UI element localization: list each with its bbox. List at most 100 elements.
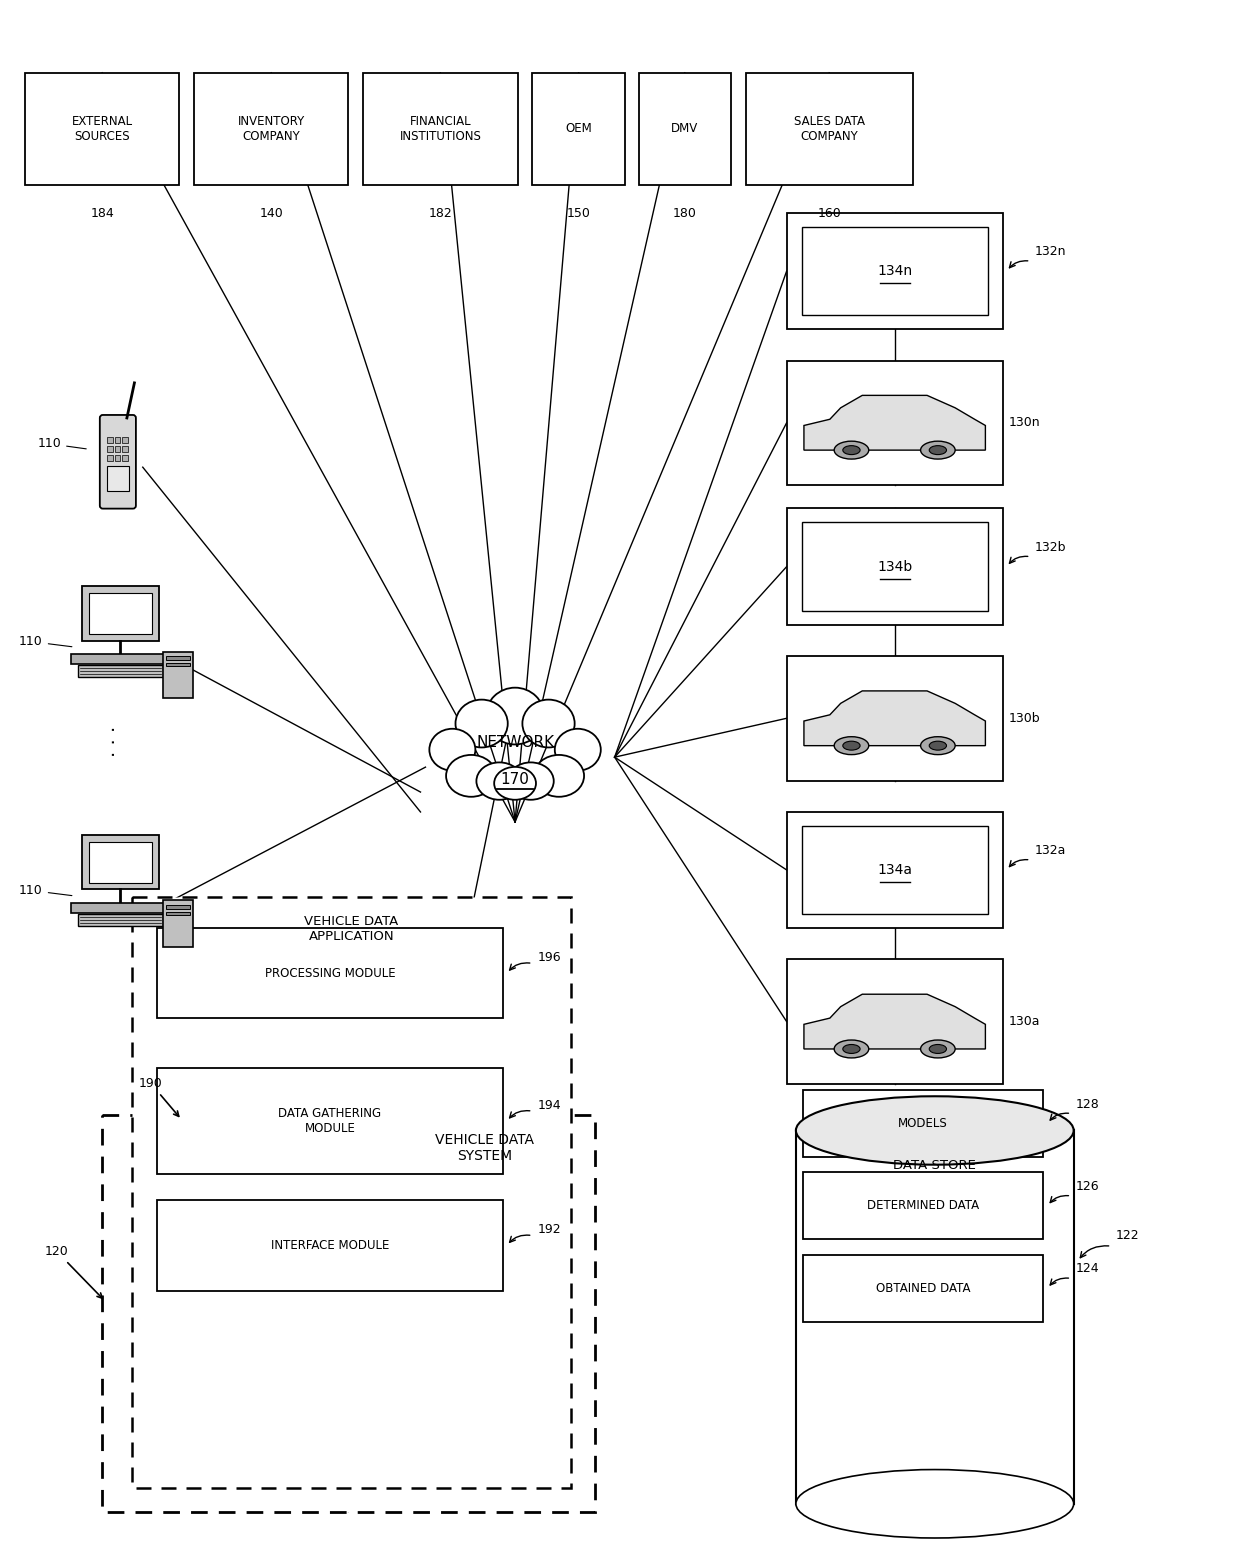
Text: OBTAINED DATA: OBTAINED DATA	[875, 1282, 971, 1296]
Ellipse shape	[476, 762, 522, 799]
Bar	[796, 1130, 1074, 1503]
Text: · · ·: · · ·	[105, 726, 125, 757]
Bar	[802, 1090, 1043, 1157]
Bar	[639, 73, 732, 184]
Bar	[82, 835, 159, 890]
Bar	[802, 826, 987, 915]
Bar	[166, 912, 190, 915]
Bar	[786, 960, 1003, 1083]
Bar	[166, 656, 190, 660]
Bar	[802, 1255, 1043, 1322]
Ellipse shape	[554, 729, 601, 771]
Ellipse shape	[920, 442, 955, 459]
Bar	[746, 73, 913, 184]
Bar	[123, 446, 128, 453]
Text: DMV: DMV	[671, 122, 698, 136]
Text: 120: 120	[45, 1246, 102, 1299]
Ellipse shape	[843, 1044, 861, 1054]
Bar	[115, 454, 120, 460]
Text: 132n: 132n	[1034, 245, 1066, 258]
Text: 180: 180	[673, 206, 697, 220]
Ellipse shape	[929, 1044, 946, 1054]
Text: NETWORK: NETWORK	[476, 735, 554, 749]
Text: 140: 140	[259, 206, 283, 220]
Ellipse shape	[835, 737, 869, 754]
Ellipse shape	[929, 741, 946, 751]
Bar	[786, 509, 1003, 624]
Ellipse shape	[929, 445, 946, 454]
Ellipse shape	[534, 756, 584, 796]
Bar	[115, 437, 120, 443]
Bar	[133, 898, 570, 1488]
Text: 134b: 134b	[877, 560, 913, 573]
Ellipse shape	[455, 699, 507, 748]
Bar	[115, 446, 120, 453]
Ellipse shape	[495, 766, 536, 799]
Bar	[786, 212, 1003, 329]
Text: 110: 110	[37, 437, 87, 450]
Bar	[802, 226, 987, 315]
Text: 194: 194	[538, 1099, 562, 1111]
Bar	[25, 73, 180, 184]
Bar	[82, 585, 159, 640]
Ellipse shape	[796, 1096, 1074, 1165]
Text: 130a: 130a	[1008, 1015, 1040, 1029]
Text: 110: 110	[19, 635, 72, 648]
Bar	[102, 1115, 595, 1511]
Text: 134a: 134a	[877, 863, 913, 877]
Text: DETERMINED DATA: DETERMINED DATA	[867, 1199, 980, 1213]
Text: OEM: OEM	[565, 122, 591, 136]
Bar	[157, 1200, 502, 1291]
Text: 124: 124	[1075, 1263, 1099, 1275]
Bar	[108, 454, 113, 460]
Bar	[71, 904, 170, 913]
Ellipse shape	[920, 737, 955, 754]
Bar	[157, 929, 502, 1018]
Text: 182: 182	[429, 206, 453, 220]
Text: FINANCIAL
INSTITUTIONS: FINANCIAL INSTITUTIONS	[399, 116, 481, 142]
Ellipse shape	[835, 442, 869, 459]
Bar	[123, 454, 128, 460]
Bar	[802, 1172, 1043, 1239]
Text: 190: 190	[139, 1077, 179, 1116]
Polygon shape	[804, 994, 986, 1049]
Bar	[71, 654, 170, 663]
Bar	[166, 905, 190, 909]
Text: MODELS: MODELS	[898, 1118, 947, 1130]
Polygon shape	[804, 692, 986, 746]
Bar	[802, 523, 987, 610]
Ellipse shape	[507, 762, 554, 799]
Text: 160: 160	[817, 206, 841, 220]
Text: 132a: 132a	[1034, 845, 1066, 857]
Text: SALES DATA
COMPANY: SALES DATA COMPANY	[794, 116, 864, 142]
Text: 130n: 130n	[1008, 417, 1040, 429]
Text: 134n: 134n	[877, 264, 913, 278]
Text: 170: 170	[501, 771, 529, 787]
FancyBboxPatch shape	[99, 415, 136, 509]
Text: 130b: 130b	[1008, 712, 1040, 724]
Text: PROCESSING MODULE: PROCESSING MODULE	[264, 966, 396, 980]
Bar	[786, 361, 1003, 485]
Bar	[363, 73, 517, 184]
Text: 184: 184	[91, 206, 114, 220]
Bar	[107, 467, 129, 490]
Polygon shape	[804, 395, 986, 450]
Bar	[166, 663, 190, 667]
Text: 128: 128	[1075, 1097, 1099, 1110]
Text: 122: 122	[1116, 1229, 1140, 1243]
Ellipse shape	[486, 688, 544, 745]
Bar	[89, 841, 151, 882]
Ellipse shape	[446, 756, 496, 796]
Bar	[78, 915, 162, 926]
Bar	[162, 901, 193, 948]
Text: INTERFACE MODULE: INTERFACE MODULE	[270, 1239, 389, 1252]
Bar	[162, 651, 193, 698]
Text: 196: 196	[538, 951, 562, 965]
Ellipse shape	[429, 729, 475, 771]
Text: DATA GATHERING
MODULE: DATA GATHERING MODULE	[278, 1107, 382, 1135]
Text: EXTERNAL
SOURCES: EXTERNAL SOURCES	[72, 116, 133, 142]
Text: VEHICLE DATA
APPLICATION: VEHICLE DATA APPLICATION	[304, 915, 398, 943]
Ellipse shape	[843, 445, 861, 454]
Ellipse shape	[843, 741, 861, 751]
Bar	[157, 1068, 502, 1174]
